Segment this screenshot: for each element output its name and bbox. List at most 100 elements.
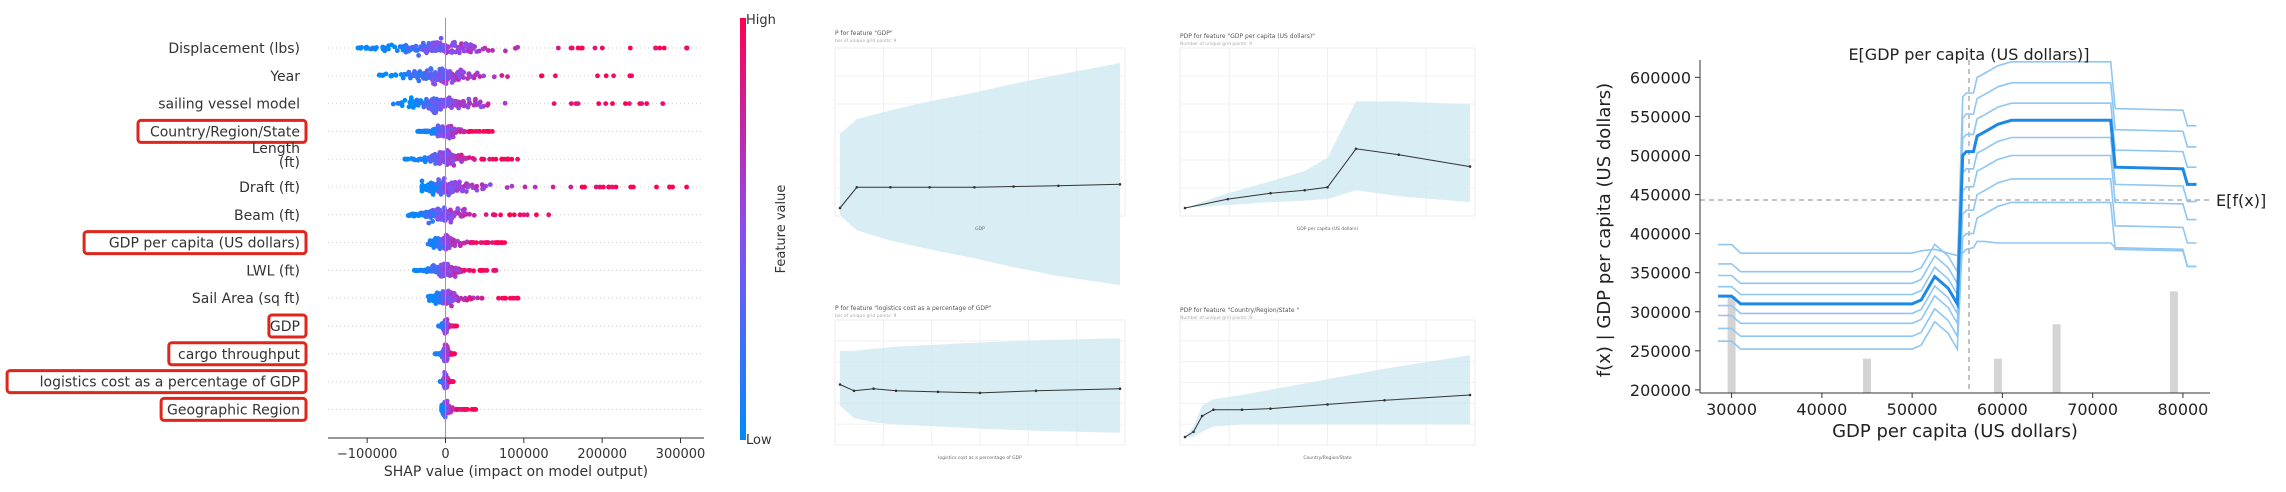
shap-point	[405, 45, 411, 51]
pdp-point	[1326, 185, 1329, 189]
shap-point	[592, 45, 598, 51]
shap-point	[400, 75, 406, 81]
pdp-point	[894, 389, 898, 393]
shap-point	[575, 101, 581, 106]
pdp-line	[839, 384, 1121, 394]
shap-x-tick-label: 300000	[656, 447, 706, 462]
ice-x-tick-label: 80000	[2157, 400, 2208, 419]
shap-point	[481, 129, 486, 134]
shap-point	[532, 184, 538, 190]
shap-point	[568, 184, 574, 190]
shap-point	[408, 100, 413, 106]
pdp-point	[1354, 147, 1358, 151]
shap-point	[430, 211, 436, 217]
pdp-point	[936, 390, 940, 394]
shap-point	[411, 73, 417, 79]
ice-axes: 30000 40000 50000 60000 70000 80000 200000 2500…	[1630, 60, 2210, 419]
shap-point	[452, 323, 458, 329]
shap-point	[429, 131, 434, 136]
pdp-line	[1184, 148, 1471, 209]
shap-point	[498, 212, 503, 218]
shap-point	[448, 207, 453, 213]
shap-point	[397, 101, 403, 106]
pdp-point	[1383, 398, 1386, 402]
shap-point	[435, 100, 440, 105]
shap-point	[502, 100, 508, 106]
shap-point	[468, 49, 473, 55]
shap-point	[437, 161, 442, 167]
shap-feature-label: sailing vessel model	[158, 97, 300, 113]
shap-point	[509, 183, 515, 189]
shap-point	[455, 70, 460, 76]
shap-point	[451, 42, 457, 47]
shap-point	[568, 45, 574, 51]
shap-point	[610, 184, 615, 190]
shap-point	[445, 74, 451, 80]
pdp-point	[1200, 414, 1204, 418]
pdp-point	[852, 389, 856, 393]
shap-point	[461, 75, 466, 80]
shap-point	[431, 263, 436, 268]
shap-point	[426, 41, 432, 46]
shap-point	[467, 155, 472, 161]
shap-feature-label: (ft)	[279, 155, 300, 171]
ice-y-tick-label: 250000	[1630, 342, 1691, 361]
shap-point	[397, 44, 403, 50]
shap-point	[437, 66, 443, 72]
shap-point	[684, 45, 689, 51]
shap-point	[445, 234, 451, 240]
highlight-box	[82, 230, 308, 256]
shap-point	[442, 369, 447, 375]
shap-point	[459, 41, 464, 47]
shap-point	[427, 298, 432, 303]
shap-point	[485, 101, 491, 107]
shap-point	[446, 159, 452, 165]
ice-y-tick-label: 500000	[1630, 147, 1691, 166]
shap-point	[505, 74, 510, 79]
shap-point	[613, 184, 619, 190]
pdp-point	[838, 206, 842, 210]
shap-point	[457, 157, 463, 162]
highlight-box	[267, 313, 308, 339]
shap-point	[447, 214, 453, 220]
shap-point	[657, 45, 663, 51]
shap-point	[454, 407, 460, 412]
shap-point	[412, 69, 417, 74]
shap-feature-label: Geographic Region	[167, 402, 300, 418]
shap-colorbar: High Low Feature value	[740, 13, 789, 448]
pdp-title: P for feature "GDP"	[835, 30, 893, 37]
shap-point	[413, 268, 418, 273]
pdp-subtitle: ber of unique grid points: 9	[835, 38, 897, 44]
shap-point	[452, 179, 458, 185]
shap-point	[515, 156, 520, 162]
ice-histogram	[1727, 291, 2178, 393]
shap-point	[476, 48, 482, 54]
ice-curve	[1718, 201, 2197, 352]
ice-curve	[1718, 178, 2197, 339]
shap-point	[433, 239, 438, 245]
shap-point	[394, 48, 400, 54]
pdp-point	[1269, 191, 1272, 195]
pdp-panel: P for feature "logistics cost as a perce…	[834, 305, 1126, 461]
shap-point	[460, 69, 465, 74]
shap-point	[465, 76, 470, 81]
ice-x-tick-label: 60000	[1977, 400, 2028, 419]
shap-point	[449, 50, 455, 55]
shap-point	[603, 73, 609, 79]
shap-point	[472, 157, 477, 162]
shap-point	[454, 188, 460, 193]
shap-point	[499, 156, 505, 162]
shap-point	[440, 296, 446, 302]
pdp-line	[839, 183, 1121, 209]
shap-point	[428, 156, 434, 162]
pdp-point	[855, 185, 859, 189]
highlight-box	[167, 341, 308, 367]
shap-point	[491, 74, 497, 80]
shap-point	[600, 184, 606, 190]
shap-point	[430, 108, 436, 113]
shap-point	[439, 244, 444, 249]
shap-point	[422, 102, 428, 108]
shap-point	[596, 101, 602, 106]
shap-point	[595, 73, 600, 79]
